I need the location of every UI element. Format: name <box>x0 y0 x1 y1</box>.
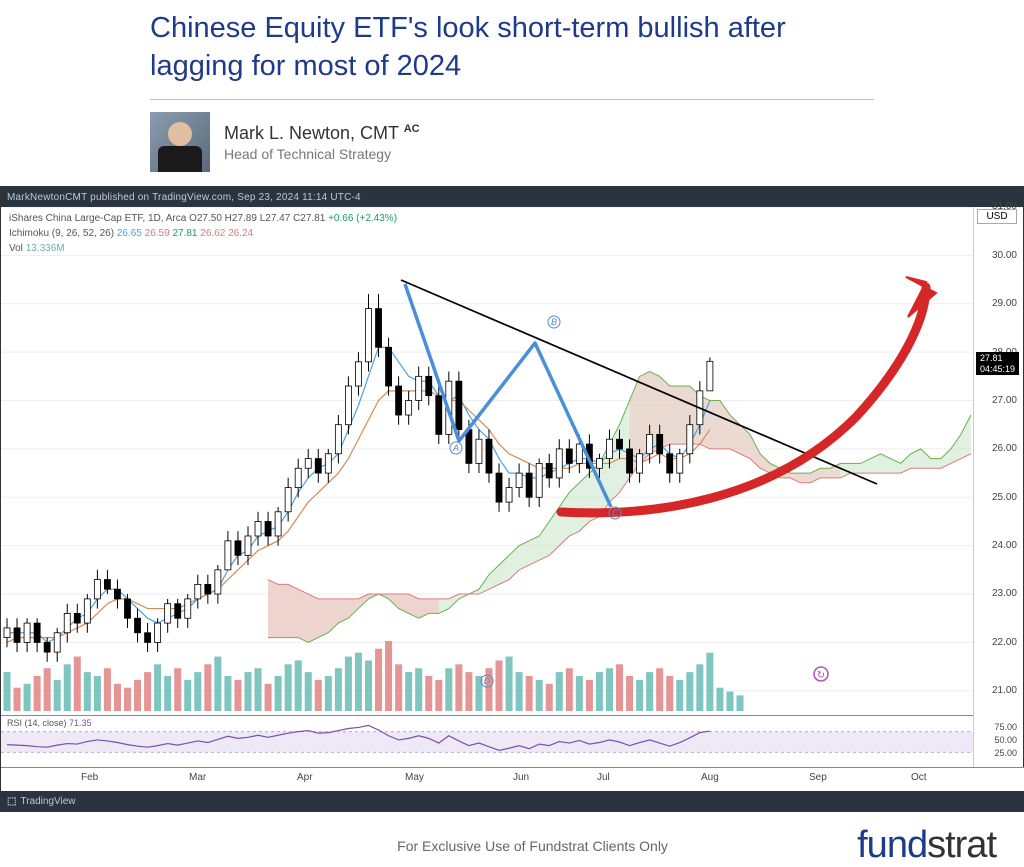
author-role: Head of Technical Strategy <box>224 145 420 164</box>
vol-line: Vol 13.336M <box>9 241 397 256</box>
author-name-sup: AC <box>404 123 420 135</box>
author-text: Mark L. Newton, CMT AC Head of Technical… <box>224 121 420 164</box>
author-row: Mark L. Newton, CMT AC Head of Technical… <box>150 100 874 186</box>
price-marker-current: 27.8104:45:19 <box>976 352 1019 376</box>
exclusive-note: For Exclusive Use of Fundstrat Clients O… <box>208 838 857 854</box>
brand-logo: fundstrat <box>857 824 996 867</box>
author-name: Mark L. Newton, CMT AC <box>224 121 420 145</box>
symbol-line: iShares China Large-Cap ETF, 1D, Arca O2… <box>9 211 397 226</box>
currency-label: USD <box>977 209 1017 224</box>
author-avatar <box>150 112 210 172</box>
rsi-plot <box>1 716 975 768</box>
page-footer: For Exclusive Use of Fundstrat Clients O… <box>0 812 1024 867</box>
chart-titlebar: MarkNewtonCMT published on TradingView.c… <box>1 187 1023 207</box>
author-name-text: Mark L. Newton, CMT <box>224 123 399 143</box>
page-title: Chinese Equity ETF's look short-term bul… <box>150 0 874 100</box>
brand-strat: strat <box>927 824 996 866</box>
rsi-label: RSI (14, close) 71.35 <box>7 718 92 728</box>
chart-info: iShares China Large-Cap ETF, 1D, Arca O2… <box>9 211 397 256</box>
chart-container: MarkNewtonCMT published on TradingView.c… <box>0 186 1024 812</box>
brand-fund: fund <box>857 824 927 866</box>
tv-label: TradingView <box>20 796 75 807</box>
rsi-axis: 75.0050.0025.00 <box>973 715 1023 767</box>
main-plot[interactable] <box>1 207 975 715</box>
price-axis: 31.0030.0029.0028.0027.0026.0025.0024.00… <box>973 207 1023 715</box>
tv-icon: ⬚ <box>7 796 16 807</box>
ichimoku-line: Ichimoku (9, 26, 52, 26) 26.65 26.59 27.… <box>9 226 397 241</box>
rsi-panel[interactable]: RSI (14, close) 71.35 <box>1 715 975 767</box>
header: Chinese Equity ETF's look short-term bul… <box>0 0 1024 186</box>
date-axis: FebMarAprMayJunJulAugSepOct <box>1 767 1024 791</box>
tradingview-footer: ⬚ TradingView <box>1 791 1023 811</box>
